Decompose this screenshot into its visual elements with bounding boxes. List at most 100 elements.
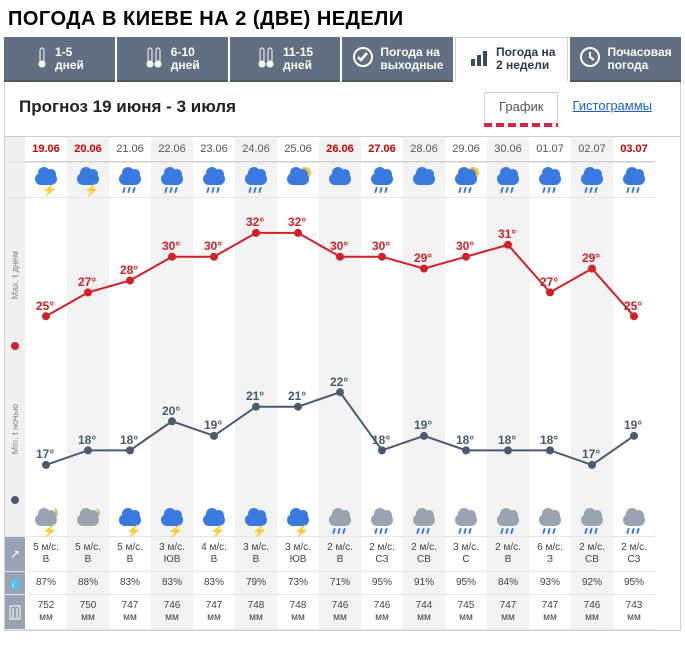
day-col: 3 м/с.С	[445, 537, 487, 571]
day-col: 747мм	[109, 595, 151, 629]
day-col	[151, 163, 193, 197]
check-icon	[352, 46, 374, 71]
nav-tab-label: Почасоваяпогода	[607, 46, 671, 72]
nav-tab[interactable]: 6-10дней	[117, 37, 228, 82]
day-col: 3 м/с.ЮВ	[151, 537, 193, 571]
day-col	[361, 163, 403, 197]
day-col: 95%	[361, 572, 403, 594]
day-col: 2 м/с.СЗ	[613, 537, 655, 571]
day-col: 83%	[151, 572, 193, 594]
day-col	[487, 198, 529, 506]
day-col	[571, 198, 613, 506]
day-col: 750мм	[67, 595, 109, 629]
day-col: 83%	[109, 572, 151, 594]
day-col: ⚡	[67, 163, 109, 197]
day-col	[403, 198, 445, 506]
night-icon-row: ⚡⚡⚡⚡⚡⚡	[5, 506, 655, 537]
day-col: 745мм	[445, 595, 487, 629]
day-col	[67, 506, 109, 536]
drop-icon: 💧	[5, 572, 25, 594]
day-col: 95%	[613, 572, 655, 594]
day-col	[487, 163, 529, 197]
day-col: 746мм	[361, 595, 403, 629]
day-col: 93%	[529, 572, 571, 594]
day-col	[529, 163, 571, 197]
day-col: 22.06	[151, 137, 193, 162]
day-col: 88%	[67, 572, 109, 594]
day-col: 26.06	[319, 137, 361, 162]
day-col: 23.06	[193, 137, 235, 162]
day-col	[109, 198, 151, 506]
nav-tab[interactable]: Погода на2 недели	[455, 37, 568, 82]
day-col: 6 м/с.З	[529, 537, 571, 571]
day-col: 743мм	[613, 595, 655, 629]
nav-tab[interactable]: Погода навыходные	[342, 37, 453, 82]
day-col	[361, 198, 403, 506]
day-col	[235, 163, 277, 197]
day-col: 29.06	[445, 137, 487, 162]
bars-icon	[468, 47, 490, 72]
day-col: 91%	[403, 572, 445, 594]
day-col: 01.07	[529, 137, 571, 162]
view-tab-histogram[interactable]: Гистограммы	[558, 92, 666, 122]
day-col: 2 м/с.В	[319, 537, 361, 571]
day-col	[613, 198, 655, 506]
day-col	[613, 506, 655, 536]
day-col	[445, 506, 487, 536]
day-col	[151, 198, 193, 506]
day-col: 3 м/с.В	[235, 537, 277, 571]
day-col: 21.06	[109, 137, 151, 162]
day-col	[403, 163, 445, 197]
nav-tab-label: Погода на2 недели	[496, 46, 556, 72]
day-col	[613, 163, 655, 197]
date-row: 19.0620.0621.0622.0623.0624.0625.0626.06…	[5, 137, 655, 163]
day-col	[571, 506, 613, 536]
day-col	[277, 163, 319, 197]
day-col	[487, 506, 529, 536]
nav-tab-label: Погода навыходные	[380, 46, 443, 72]
view-tabs: График Гистограммы	[484, 92, 666, 122]
nav-tab-label: 1-5дней	[55, 46, 84, 72]
day-col: 747мм	[529, 595, 571, 629]
pressure-row: 752мм750мм747мм746мм747мм748мм748мм746мм…	[5, 595, 655, 630]
day-col: 20.06	[67, 137, 109, 162]
day-col: 83%	[193, 572, 235, 594]
day-col: 28.06	[403, 137, 445, 162]
day-col: 746мм	[571, 595, 613, 629]
nav-tab[interactable]: Почасоваяпогода	[570, 37, 681, 82]
day-col: 5 м/с.В	[25, 537, 67, 571]
wind-row: ↗5 м/с.В5 м/с.В5 м/с.В3 м/с.ЮВ4 м/с.В3 м…	[5, 537, 655, 572]
view-tab-chart[interactable]: График	[484, 92, 558, 122]
day-col	[319, 163, 361, 197]
day-col	[193, 163, 235, 197]
day-col	[319, 198, 361, 506]
day-col: ⚡	[277, 506, 319, 536]
day-col: 2 м/с.СЗ	[361, 537, 403, 571]
day-col: 84%	[487, 572, 529, 594]
day-col	[235, 198, 277, 506]
nav-tab[interactable]: 11-15дней	[230, 37, 341, 82]
forecast-range: Прогноз 19 июня - 3 июля	[19, 97, 484, 117]
day-col: 73%	[277, 572, 319, 594]
day-col	[571, 163, 613, 197]
day-col: ⚡	[25, 506, 67, 536]
building-icon	[5, 595, 25, 629]
day-col: 02.07	[571, 137, 613, 162]
day-col	[529, 198, 571, 506]
day-col	[445, 163, 487, 197]
day-col: ⚡	[109, 506, 151, 536]
day-col	[319, 506, 361, 536]
day-col: 3 м/с.ЮВ	[277, 537, 319, 571]
day-col: 744мм	[403, 595, 445, 629]
day-col: 4 м/с.В	[193, 537, 235, 571]
chart-scroll[interactable]: 19.0620.0621.0622.0623.0624.0625.0626.06…	[5, 136, 680, 630]
day-col: 30.06	[487, 137, 529, 162]
chart-area: Max. t днем Min. t ночью 25°17°27°18°28°…	[5, 198, 655, 506]
day-icon-row: ⚡⚡	[5, 163, 655, 198]
day-col: 752мм	[25, 595, 67, 629]
day-col: 79%	[235, 572, 277, 594]
day-col: 03.07	[613, 137, 655, 162]
humidity-row: 💧87%88%83%83%83%79%73%71%95%91%95%84%93%…	[5, 572, 655, 595]
day-col	[445, 198, 487, 506]
nav-tab[interactable]: 1-5дней	[4, 37, 115, 82]
